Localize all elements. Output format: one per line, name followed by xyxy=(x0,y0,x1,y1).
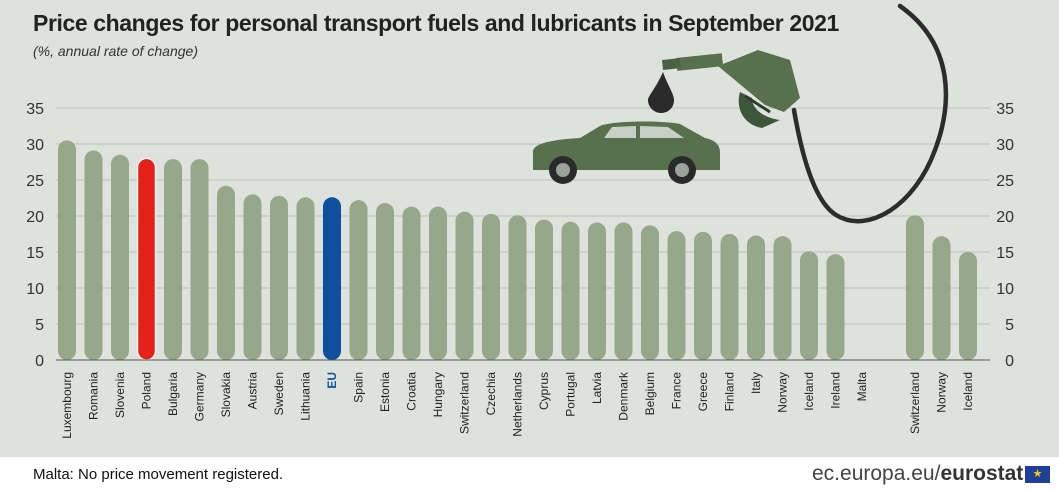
x-tick-label: Netherlands xyxy=(511,372,525,437)
bar-belgium xyxy=(641,225,659,360)
bar-norway xyxy=(932,236,951,360)
x-tick-label: Denmark xyxy=(617,371,631,421)
bar-switzerland xyxy=(906,215,924,360)
x-tick-label: Germany xyxy=(193,372,207,421)
x-tick-label: Switzerland xyxy=(458,372,472,434)
chart-title: Price changes for personal transport fue… xyxy=(33,10,839,36)
y-tick-label: 15 xyxy=(996,245,1014,262)
x-tick-label: Luxembourg xyxy=(60,372,74,439)
y-tick-label: 30 xyxy=(996,137,1014,154)
y-tick-label: 20 xyxy=(996,209,1014,226)
x-tick-label: Poland xyxy=(140,372,154,409)
bar-spain xyxy=(349,200,368,360)
bar-bulgaria xyxy=(164,159,182,360)
fuel-nozzle-icon xyxy=(662,50,800,128)
bar-france xyxy=(667,231,686,360)
x-tick-label: Latvia xyxy=(590,372,604,404)
y-tick-label: 10 xyxy=(26,281,44,298)
y-axis-right: 0 5 10 15 20 25 30 35 xyxy=(996,101,1014,370)
bar-croatia xyxy=(402,206,421,360)
bar-romania xyxy=(84,150,103,360)
x-tick-label: Norway xyxy=(776,372,790,413)
y-tick-label: 10 xyxy=(996,281,1014,298)
eu-flag-icon: ★ xyxy=(1025,466,1050,483)
bar-eu xyxy=(323,197,341,360)
x-axis-labels: Luxembourg Romania Slovenia Poland Bulgaria G… xyxy=(60,371,975,439)
y-tick-label: 0 xyxy=(35,353,44,370)
x-tick-label: Belgium xyxy=(643,372,657,415)
bar-estonia xyxy=(376,203,394,360)
x-tick-label: Hungary xyxy=(431,372,445,417)
bar-czechia xyxy=(482,213,500,360)
y-tick-label: 20 xyxy=(26,209,44,226)
x-tick-label: Switzerland xyxy=(908,372,922,434)
bar-series xyxy=(58,140,977,361)
x-tick-label: Finland xyxy=(723,372,737,411)
bar-sweden xyxy=(270,195,288,360)
x-tick-label: Ireland xyxy=(829,372,843,409)
fuel-hose xyxy=(791,3,949,224)
x-tick-label: Iceland xyxy=(961,372,975,411)
bar-iceland xyxy=(959,252,977,360)
x-tick-label: Slovenia xyxy=(113,372,127,418)
x-tick-label: Portugal xyxy=(564,372,578,417)
bar-lithuania xyxy=(296,197,315,360)
x-tick-label: France xyxy=(670,372,684,410)
x-tick-label: Malta xyxy=(855,372,869,402)
bar-norway xyxy=(773,236,792,360)
bar-finland xyxy=(720,234,739,360)
bar-hungary xyxy=(429,206,447,360)
bar-chart: 0 5 10 15 20 25 30 35 0 5 10 15 20 25 30 35 Luxembourg… xyxy=(26,3,1014,439)
bar-slovakia xyxy=(217,185,235,360)
bar-italy xyxy=(747,235,765,360)
source-prefix: ec.europa.eu/ xyxy=(812,462,941,485)
bar-poland xyxy=(136,157,157,361)
y-tick-label: 0 xyxy=(1005,353,1014,370)
bar-greece xyxy=(694,231,712,360)
x-tick-label: Slovakia xyxy=(219,372,233,418)
y-tick-label: 35 xyxy=(996,101,1014,118)
x-tick-label: Sweden xyxy=(272,372,286,415)
x-tick-label: Czechia xyxy=(484,372,498,416)
y-tick-label: 5 xyxy=(35,317,44,334)
bar-germany xyxy=(190,159,209,360)
x-tick-label: Lithuania xyxy=(299,372,313,421)
x-tick-label: Austria xyxy=(246,372,260,410)
fuel-drop-icon xyxy=(648,72,674,113)
y-tick-label: 15 xyxy=(26,245,44,262)
x-tick-label: Croatia xyxy=(405,372,419,411)
y-tick-label: 25 xyxy=(996,173,1014,190)
bar-iceland xyxy=(800,251,818,360)
x-tick-label: Iceland xyxy=(802,372,816,411)
y-tick-label: 35 xyxy=(26,101,44,118)
car-icon xyxy=(533,121,720,184)
bar-slovenia xyxy=(111,154,129,360)
x-tick-label: Estonia xyxy=(378,372,392,412)
bar-portugal xyxy=(561,221,580,360)
bar-ireland xyxy=(826,254,845,360)
bar-cyprus xyxy=(535,219,553,360)
bar-netherlands xyxy=(508,215,527,360)
x-tick-label: Bulgaria xyxy=(166,372,180,416)
y-tick-label: 5 xyxy=(1005,317,1014,334)
x-tick-label: Italy xyxy=(749,372,763,394)
y-axis-left: 0 5 10 15 20 25 30 35 xyxy=(26,101,44,370)
bar-denmark xyxy=(614,222,633,360)
x-tick-label: Greece xyxy=(696,372,710,412)
source-link[interactable]: ec.europa.eu/eurostat xyxy=(812,462,1023,486)
x-tick-label: Norway xyxy=(935,372,949,413)
x-tick-label: Cyprus xyxy=(537,372,551,410)
y-tick-label: 25 xyxy=(26,173,44,190)
bar-latvia xyxy=(588,222,606,360)
x-tick-label: EU xyxy=(325,372,339,389)
bar-luxembourg xyxy=(58,140,76,360)
x-tick-label: Spain xyxy=(352,372,366,403)
source-brand: eurostat xyxy=(940,462,1024,485)
chart-subtitle: (%, annual rate of change) xyxy=(33,43,198,59)
bar-austria xyxy=(243,194,262,360)
footnote: Malta: No price movement registered. xyxy=(33,466,284,483)
x-tick-label: Romania xyxy=(87,372,101,420)
y-tick-label: 30 xyxy=(26,137,44,154)
bar-switzerland xyxy=(455,211,474,360)
